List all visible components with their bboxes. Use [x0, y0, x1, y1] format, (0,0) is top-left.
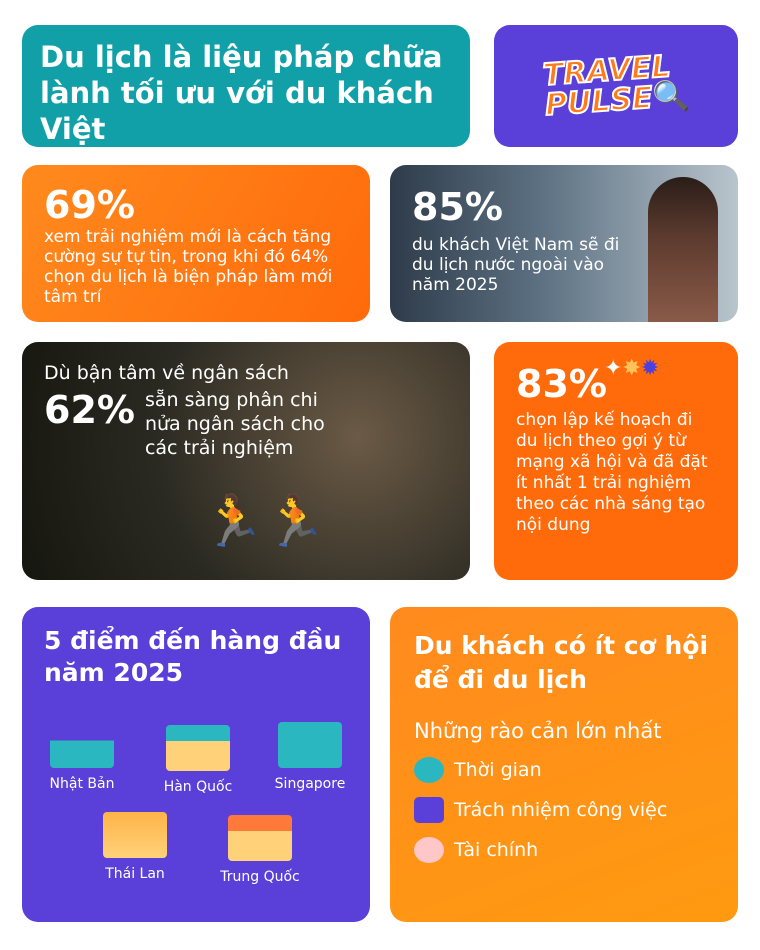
destination-china: Trung Quốc — [210, 815, 310, 885]
travel-pulse-logo: TRAVEL PULSE🔍 — [540, 48, 692, 124]
stat-value: 69% — [44, 183, 135, 227]
stopwatch-icon — [414, 757, 444, 783]
page-title: Du lịch là liệu pháp chữa lành tối ưu vớ… — [40, 40, 443, 146]
title-card: Du lịch là liệu pháp chữa lành tối ưu vớ… — [22, 25, 470, 147]
destination-thailand: Thái Lan — [85, 812, 185, 882]
palace-icon — [166, 725, 230, 771]
stat-value: 62% — [44, 388, 135, 432]
stat-card-85: 85% du khách Việt Nam sẽ đi du lịch nước… — [390, 165, 738, 322]
destination-korea: Hàn Quốc — [148, 725, 248, 795]
stat-text: xem trải nghiệm mới là cách tăng cường s… — [44, 227, 333, 307]
barrier-item: Tài chính — [414, 837, 714, 863]
temple-icon — [103, 812, 167, 858]
stat-card-62: Dù bận tâm về ngân sách 62% sẵn sàng phâ… — [22, 342, 470, 580]
laptop-icon — [414, 797, 444, 823]
logo-card: TRAVEL PULSE🔍 — [494, 25, 738, 147]
destination-japan: Nhật Bản — [32, 722, 132, 792]
sparkle-icon: ✦✸✹ — [604, 356, 660, 381]
traveler-photo — [648, 177, 718, 322]
stat-card-69: 69% xem trải nghiệm mới là cách tăng cườ… — [22, 165, 370, 322]
stat-lead: Dù bận tâm về ngân sách — [44, 362, 289, 384]
stat-text: chọn lập kế hoạch đi du lịch theo gợi ý … — [516, 410, 708, 535]
stat-text: sẵn sàng phân chi nửa ngân sách cho các … — [144, 389, 325, 459]
barriers-subtitle: Những rào cản lớn nhất — [414, 719, 662, 743]
marina-bay-icon — [278, 722, 342, 768]
barrier-item: Trách nhiệm công việc — [414, 797, 714, 823]
stat-card-83: ✦✸✹ 83% chọn lập kế hoạch đi du lịch the… — [494, 342, 738, 580]
stat-value: 85% — [412, 185, 503, 229]
barrier-item: Thời gian — [414, 757, 714, 783]
barriers-title: Du khách có ít cơ hội để đi du lịch — [414, 631, 709, 694]
destinations-card: 5 điểm đến hàng đầu năm 2025 Nhật Bản Hà… — [22, 607, 370, 922]
stat-value: 83% — [516, 362, 607, 406]
destinations-title: 5 điểm đến hàng đầu năm 2025 — [44, 626, 342, 687]
stat-text: du khách Việt Nam sẽ đi du lịch nước ngo… — [412, 235, 620, 295]
magnifier-icon: 🔍 — [650, 77, 692, 117]
piggy-bank-icon — [414, 837, 444, 863]
pagoda-icon — [228, 815, 292, 861]
destination-singapore: Singapore — [260, 722, 360, 792]
mount-fuji-icon — [50, 722, 114, 768]
hikers-illustration: 🏃🏃 — [202, 492, 327, 550]
barriers-card: Du khách có ít cơ hội để đi du lịch Nhữn… — [390, 607, 738, 922]
